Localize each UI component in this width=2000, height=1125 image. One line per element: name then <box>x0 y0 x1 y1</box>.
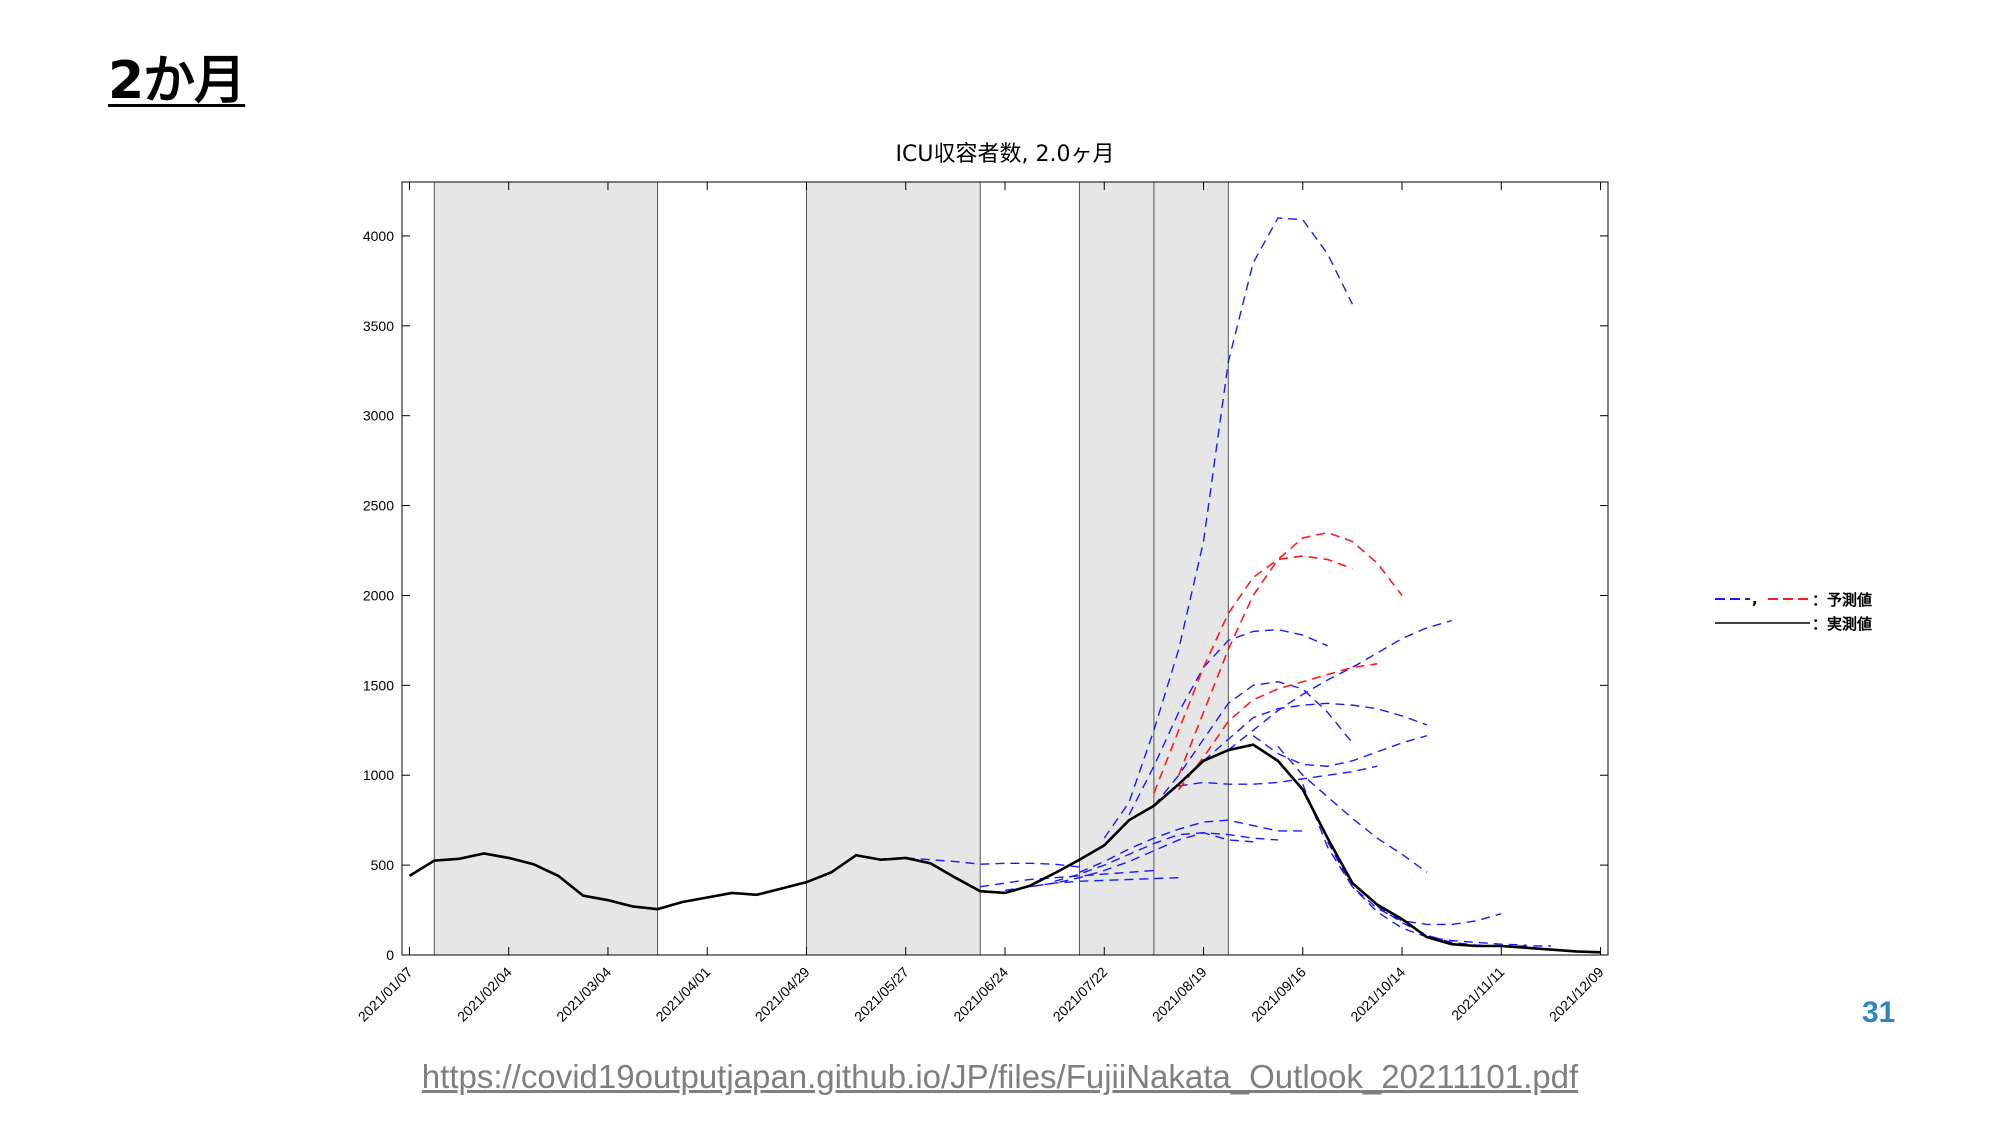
shaded-period-2 <box>1079 182 1154 955</box>
series <box>408 217 1601 954</box>
forecast-blue-line-14 <box>1302 783 1502 926</box>
x-tick-label-12: 2021/12/09 <box>1546 964 1607 1025</box>
forecast-blue-line-15 <box>1326 841 1527 946</box>
page-number: 31 <box>1862 996 1896 1029</box>
legend-forecast-label: ：予測値 <box>1812 591 1872 609</box>
shaded-period-3 <box>1153 182 1229 955</box>
y-tick-label-8: 4000 <box>363 228 394 244</box>
forecast-blue-line-10 <box>1203 702 1428 762</box>
slide-title: 2か月 <box>108 51 246 111</box>
y-tick-label-0: 0 <box>386 947 394 963</box>
x-tick-label-11: 2021/11/11 <box>1448 964 1508 1024</box>
y-tick-label-1: 500 <box>371 857 395 873</box>
x-tick-label-7: 2021/07/22 <box>1050 964 1111 1025</box>
legend-separator: , <box>1752 590 1758 608</box>
x-tick-label-3: 2021/04/01 <box>652 964 713 1025</box>
x-tick-label-6: 2021/06/24 <box>950 964 1011 1025</box>
y-tick-label-5: 2500 <box>363 498 394 514</box>
forecast-blue-line-8 <box>1153 681 1353 807</box>
x-tick-label-4: 2021/04/29 <box>752 964 813 1025</box>
chart-title: ICU収容者数, 2.0ヶ月 <box>896 142 1115 167</box>
x-tick-label-1: 2021/02/04 <box>454 964 515 1025</box>
forecast-blue-line-4 <box>1054 832 1279 882</box>
x-tick-label-9: 2021/09/16 <box>1248 964 1309 1025</box>
x-tick-label-10: 2021/10/14 <box>1347 964 1408 1025</box>
forecast-blue-line-9 <box>1178 765 1378 787</box>
forecast-blue-line-3 <box>1029 832 1254 888</box>
forecast-blue-line-6 <box>1103 217 1354 839</box>
source-link[interactable]: https://covid19outputjapan.github.io/JP/… <box>421 1058 1579 1095</box>
forecast-blue-line-12 <box>1252 735 1428 767</box>
y-tick-label-2: 1000 <box>363 767 394 783</box>
forecast-blue-line-13 <box>1277 746 1428 873</box>
x-tick-label-2: 2021/03/04 <box>553 964 614 1025</box>
forecast-blue-line-7 <box>1128 628 1328 816</box>
y-tick-label-7: 3500 <box>363 318 394 334</box>
y-tick-label-4: 2000 <box>363 587 394 603</box>
forecast-red-line-0 <box>1153 555 1353 794</box>
shaded-period-0 <box>434 182 658 955</box>
forecast-blue-line-11 <box>1227 619 1452 751</box>
x-tick-label-0: 2021/01/07 <box>355 964 416 1025</box>
legend: , ：予測値 ：実測値 <box>1715 590 1872 633</box>
forecast-blue-line-5 <box>1079 819 1303 873</box>
y-tick-label-6: 3000 <box>363 408 394 424</box>
forecast-red-line-2 <box>1178 662 1378 791</box>
shaded-period-1 <box>806 182 981 955</box>
actual-line <box>408 743 1601 954</box>
y-tick-label-3: 1500 <box>363 677 394 693</box>
x-tick-label-8: 2021/08/19 <box>1149 964 1210 1025</box>
forecast-blue-line-16 <box>1376 905 1551 947</box>
x-tick-label-5: 2021/05/27 <box>851 964 912 1025</box>
legend-actual-label: ：実測値 <box>1812 615 1872 633</box>
